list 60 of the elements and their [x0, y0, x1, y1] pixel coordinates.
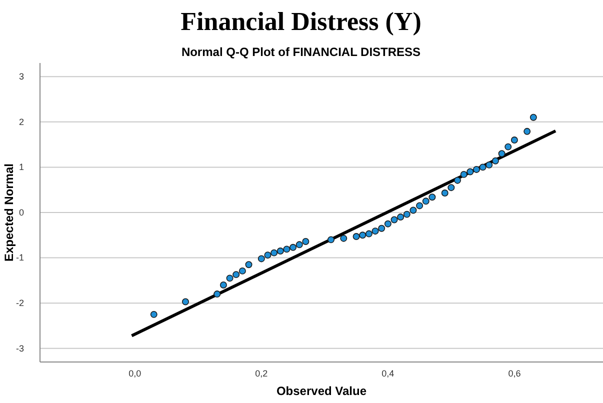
point — [220, 282, 227, 288]
point — [182, 298, 189, 306]
point — [416, 202, 424, 210]
point — [258, 255, 265, 262]
point — [472, 166, 480, 173]
point — [530, 114, 537, 121]
chart-subtitle: Normal Q-Q Plot of FINANCIAL DISTRESS — [181, 45, 421, 59]
point — [510, 136, 518, 144]
point — [428, 194, 436, 201]
x-tick-label: 0,2 — [255, 368, 268, 378]
point — [270, 249, 278, 256]
point — [264, 252, 272, 259]
point — [226, 274, 234, 282]
point — [352, 233, 360, 240]
point — [328, 236, 334, 244]
point — [524, 128, 531, 135]
x-tick-label: 0,4 — [382, 368, 394, 378]
point — [340, 234, 348, 242]
point — [492, 157, 499, 164]
point — [245, 261, 252, 268]
point — [214, 290, 221, 298]
point — [466, 168, 474, 176]
point — [296, 241, 303, 248]
point — [422, 198, 430, 205]
x-tick-label: 0,0 — [128, 368, 142, 378]
point — [504, 143, 512, 150]
point — [359, 232, 366, 239]
point — [454, 176, 461, 184]
x-axis-title: Observed Value — [276, 384, 367, 398]
point — [232, 271, 240, 278]
point — [283, 246, 290, 253]
y-tick-label: 3 — [18, 71, 24, 82]
point — [390, 216, 398, 224]
point — [290, 244, 297, 251]
point — [397, 214, 404, 221]
y-tick-label: 2 — [18, 116, 24, 127]
y-tick-label: -2 — [16, 298, 24, 308]
point — [276, 248, 284, 254]
point — [448, 184, 455, 192]
y-tick-label: -1 — [16, 252, 24, 263]
point — [441, 190, 448, 197]
point — [302, 238, 310, 245]
point — [378, 224, 386, 232]
point — [498, 150, 506, 158]
y-axis-title: Expected Normal — [2, 163, 16, 262]
point — [486, 161, 493, 168]
point — [365, 230, 372, 238]
y-tick-label: -3 — [16, 343, 24, 354]
point — [384, 220, 392, 228]
point — [372, 228, 379, 235]
point — [460, 170, 468, 178]
x-tick-label: 0,6 — [508, 368, 521, 378]
y-tick-label: 1 — [18, 162, 24, 172]
chart-title: Financial Distress (Y) — [180, 7, 422, 36]
y-tick-label: 0 — [18, 207, 24, 218]
point — [479, 164, 486, 171]
point — [410, 206, 417, 214]
point — [238, 267, 246, 274]
point — [403, 210, 410, 218]
point — [150, 310, 158, 318]
